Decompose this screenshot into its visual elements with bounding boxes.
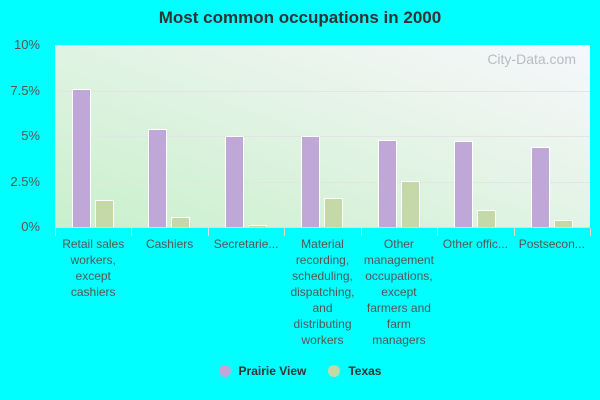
plot-area: City-Data.com [55, 45, 590, 227]
y-tick-label: 7.5% [10, 82, 40, 98]
x-tick-mark [590, 228, 591, 236]
gridline [55, 90, 590, 92]
x-tick-mark [284, 228, 286, 236]
x-tick-mark [513, 228, 515, 236]
x-tick-mark [207, 228, 209, 236]
bar-texas[interactable] [400, 180, 420, 227]
bar-prairie-view[interactable] [148, 128, 168, 227]
legend-label: Prairie View [238, 364, 307, 378]
bar-texas[interactable] [171, 217, 191, 227]
bar-prairie-view[interactable] [224, 136, 244, 227]
gridline [55, 181, 590, 183]
legend-label: Texas [348, 364, 382, 378]
watermark: City-Data.com [487, 51, 576, 67]
legend-item[interactable]: Prairie View [218, 364, 307, 378]
y-tick-label: 2.5% [10, 173, 40, 189]
x-tick-label: Cashiers [145, 237, 194, 251]
x-tick-mark [437, 228, 439, 236]
bar-texas[interactable] [477, 209, 497, 227]
x-tick-label: Postsecon... [518, 237, 585, 251]
x-axis-line [55, 227, 590, 228]
bar-prairie-view[interactable] [454, 141, 474, 227]
x-tick-label: Retail sales workers, except cashiers [62, 237, 125, 299]
bar-prairie-view[interactable] [301, 136, 321, 227]
bar-texas[interactable] [324, 197, 344, 227]
gridline [55, 136, 590, 137]
legend: Prairie View Texas [0, 364, 600, 378]
y-tick-label: 10% [13, 37, 40, 52]
legend-swatch-icon [218, 365, 231, 377]
bar-prairie-view[interactable] [530, 146, 550, 227]
x-tick-mark [360, 228, 362, 236]
bar-texas[interactable] [95, 199, 114, 227]
x-tick-mark [131, 228, 133, 236]
chart-title: Most common occupations in 2000 [158, 8, 442, 27]
x-tick-mark [55, 228, 56, 236]
bar-prairie-view[interactable] [72, 88, 91, 227]
y-tick-label: 0% [21, 219, 40, 234]
x-tick-label: Other offic... [442, 237, 508, 251]
bar-texas[interactable] [553, 219, 573, 227]
y-tick-label: 5% [21, 128, 40, 143]
bar-prairie-view[interactable] [377, 139, 397, 227]
x-tick-label: Secretarie... [213, 237, 279, 251]
legend-item[interactable]: Texas [328, 364, 381, 378]
bar-texas[interactable] [247, 225, 267, 227]
legend-swatch-icon [328, 365, 341, 377]
x-tick-label: Material recording, scheduling, dispatch… [290, 237, 355, 347]
x-tick-label: Other management occupations, except far… [363, 237, 434, 347]
